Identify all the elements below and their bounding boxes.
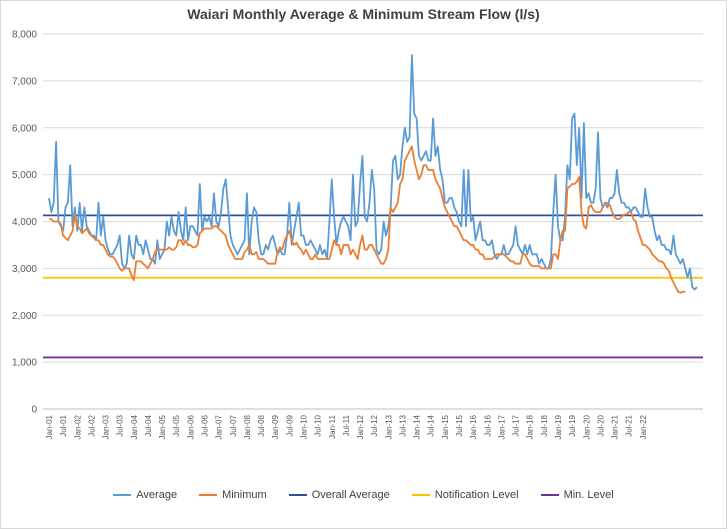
y-tick-label: 2,000 <box>12 311 37 322</box>
x-tick-label: Jul-10 <box>314 414 323 436</box>
x-tick-label: Jan-12 <box>356 414 365 439</box>
x-tick-label: Jul-19 <box>568 414 577 436</box>
chart-title: Waiari Monthly Average & Minimum Stream … <box>187 6 540 22</box>
x-axis: Jan-01 Jul-01 Jan-02 Jul-02 Jan-03 Jul-03 Jan-… <box>43 408 703 439</box>
x-tick-label: Jan-04 <box>130 414 139 439</box>
x-tick-label: Jul-06 <box>201 414 210 436</box>
x-tick-label: Jul-20 <box>596 414 605 436</box>
legend-item: Overall Average <box>288 489 390 501</box>
y-tick-label: 4,000 <box>12 217 37 228</box>
x-tick-label: Jan-11 <box>328 414 337 438</box>
x-tick-label: Jan-22 <box>639 414 648 439</box>
legend-swatch <box>411 494 430 496</box>
y-tick-label: 5,000 <box>12 170 37 181</box>
x-tick-label: Jul-12 <box>370 414 379 436</box>
x-tick-label: Jul-07 <box>229 414 238 436</box>
y-tick-label: 6,000 <box>12 123 37 134</box>
x-tick-label: Jul-09 <box>285 414 294 436</box>
x-tick-label: Jul-01 <box>59 414 68 436</box>
legend-swatch <box>113 494 132 496</box>
legend-label: Minimum <box>222 489 267 501</box>
legend-swatch <box>540 494 559 496</box>
x-tick-label: Jul-02 <box>87 414 96 436</box>
x-tick-label: Jan-18 <box>526 414 535 439</box>
x-tick-label: Jul-11 <box>342 414 351 436</box>
y-tick-label: 1,000 <box>12 358 37 369</box>
x-tick-label: Jan-13 <box>384 414 393 439</box>
x-tick-label: Jul-17 <box>512 414 521 436</box>
x-tick-label: Jul-21 <box>625 414 634 436</box>
series-line-average <box>48 54 698 291</box>
x-tick-label: Jan-07 <box>215 414 224 439</box>
y-axis: 0 1,000 2,000 3,000 4,000 5,000 6,000 7,000 8,00… <box>12 30 37 416</box>
x-tick-label: Jan-20 <box>582 414 591 439</box>
legend-item: Notification Level <box>411 489 519 501</box>
x-tick-label: Jan-05 <box>158 414 167 439</box>
x-tick-label: Jan-21 <box>611 414 620 439</box>
x-tick-label: Jul-08 <box>257 414 266 436</box>
x-tick-label: Jan-02 <box>73 414 82 439</box>
legend-label: Notification Level <box>434 489 519 501</box>
y-tick-label: 7,000 <box>12 76 37 87</box>
legend-label: Min. Level <box>563 489 614 501</box>
legend-label: Average <box>136 489 178 501</box>
y-tick-label: 8,000 <box>12 30 37 41</box>
x-tick-label: Jul-05 <box>172 414 181 436</box>
x-tick-label: Jan-19 <box>554 414 563 439</box>
legend-item: Min. Level <box>540 489 614 501</box>
x-tick-label: Jul-03 <box>116 414 125 436</box>
x-tick-label: Jan-16 <box>469 414 478 439</box>
y-tick-label: 0 <box>31 405 37 416</box>
legend-swatch <box>288 494 307 496</box>
legend: Average Minimum Overall Average Notificatio… <box>0 489 727 501</box>
x-tick-label: Jan-08 <box>243 414 252 439</box>
x-tick-label: Jan-14 <box>413 414 422 439</box>
series-line-minimum <box>49 145 686 294</box>
legend-swatch <box>199 494 218 496</box>
plot-area <box>43 54 703 359</box>
legend-label: Overall Average <box>311 489 390 501</box>
x-tick-label: Jul-15 <box>455 414 464 436</box>
x-tick-label: Jan-17 <box>497 414 506 439</box>
gridlines <box>43 33 703 410</box>
y-tick-label: 3,000 <box>12 264 37 275</box>
x-tick-label: Jul-16 <box>483 414 492 436</box>
x-tick-label: Jul-18 <box>540 414 549 436</box>
x-tick-label: Jul-14 <box>427 414 436 436</box>
x-tick-label: Jul-13 <box>398 414 407 436</box>
x-tick-label: Jan-09 <box>271 414 280 439</box>
x-tick-label: Jan-06 <box>186 414 195 439</box>
legend-item: Average <box>113 489 177 501</box>
x-tick-label: Jan-03 <box>102 414 111 439</box>
x-tick-label: Jan-01 <box>45 414 54 439</box>
x-tick-label: Jul-04 <box>144 414 153 436</box>
x-tick-label: Jan-10 <box>299 414 308 439</box>
x-tick-label: Jan-15 <box>441 414 450 439</box>
legend-item: Minimum <box>199 489 267 501</box>
